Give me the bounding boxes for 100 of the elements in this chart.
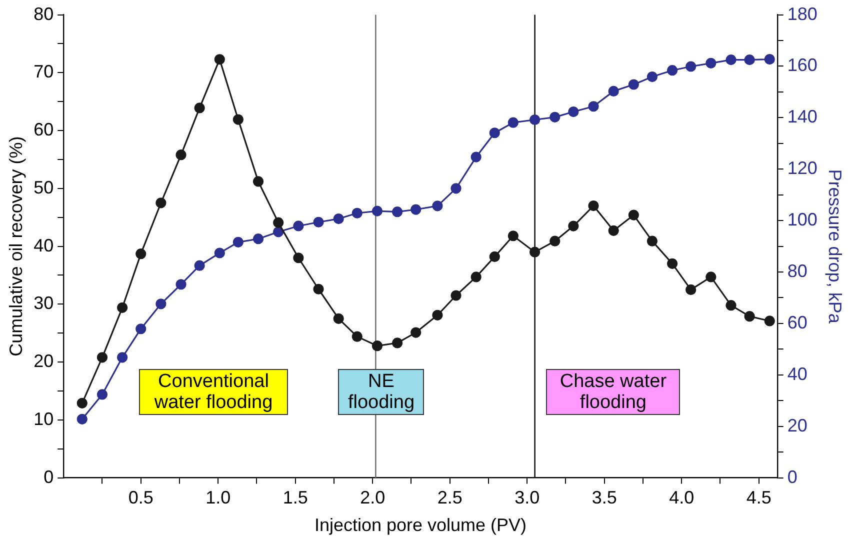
point (96, 389, 108, 400)
point (588, 200, 599, 212)
point (450, 183, 462, 194)
annotation: NE flooding (338, 368, 424, 415)
point (686, 61, 696, 72)
point (764, 54, 775, 65)
point (726, 54, 736, 66)
y2-tick-label: 120 (787, 158, 818, 178)
point (352, 208, 362, 218)
x-tick-label: 1.5 (282, 488, 308, 508)
point (333, 313, 344, 324)
point (252, 234, 264, 244)
point (293, 252, 304, 264)
point (550, 112, 560, 122)
point (76, 398, 88, 408)
y-tick-label: 70 (34, 62, 54, 82)
y-tick-label: 80 (34, 4, 54, 24)
point (293, 220, 304, 232)
x-axis-title: Injection pore volume (PV) (314, 515, 527, 536)
point (646, 71, 658, 82)
x-tick-label: 1.0 (206, 488, 231, 508)
point (646, 236, 658, 246)
y2-tick-label: 80 (787, 260, 808, 281)
point (156, 198, 166, 208)
point (706, 272, 716, 282)
point (450, 290, 462, 301)
y-axis-title: Cumulative oil recovery (%) (6, 136, 26, 356)
point (686, 284, 696, 296)
point (410, 204, 422, 215)
y-tick-label: 40 (34, 235, 54, 256)
annotation: Chase water flooding (546, 368, 680, 415)
point (392, 338, 403, 348)
point (568, 106, 579, 118)
point (313, 284, 324, 294)
point (156, 298, 166, 310)
point (432, 200, 443, 212)
point (96, 352, 108, 363)
point (744, 54, 755, 66)
point (726, 300, 736, 311)
point (550, 236, 560, 246)
point (744, 311, 755, 322)
point (667, 65, 678, 76)
point (313, 216, 324, 228)
y-tick-label: 0 (44, 466, 54, 487)
point (117, 352, 128, 363)
point (530, 114, 540, 126)
y2-tick-label: 140 (787, 106, 818, 127)
y2-tick-label: 60 (787, 312, 808, 332)
point (608, 86, 619, 96)
point (628, 79, 639, 90)
x-tick-label: 4.0 (669, 488, 694, 508)
x-tick-label: 3.0 (514, 488, 540, 508)
point (508, 230, 518, 242)
point (117, 302, 128, 313)
point (232, 114, 244, 125)
y-tick-label: 20 (34, 351, 54, 372)
annotation: Conventional water flooding (139, 368, 288, 415)
point (372, 206, 383, 216)
point (136, 324, 146, 334)
point (628, 210, 639, 220)
x-tick-label: 3.5 (592, 488, 617, 508)
y-tick-label: 50 (34, 177, 54, 198)
point (530, 246, 540, 258)
point (333, 213, 344, 224)
x-tick-label: 2.0 (360, 488, 386, 508)
point (764, 316, 775, 326)
y2-tick-label: 20 (787, 415, 808, 436)
x-tick-label: 0.5 (128, 488, 154, 508)
point (568, 220, 579, 232)
point (194, 102, 205, 114)
y2-tick-label: 180 (787, 4, 818, 24)
point (372, 340, 383, 352)
y-tick-label: 10 (34, 408, 54, 429)
point (470, 272, 482, 282)
point (667, 258, 678, 269)
point (608, 225, 619, 236)
point (588, 101, 599, 112)
point (489, 128, 500, 138)
point (508, 117, 518, 128)
point (252, 176, 264, 187)
point (176, 279, 186, 290)
point (352, 331, 362, 342)
point (214, 54, 225, 65)
y2-tick-label: 100 (787, 210, 818, 230)
y2-axis-title: Pressure drop, kPa (825, 169, 846, 324)
point (194, 260, 205, 271)
point (273, 217, 284, 228)
x-tick-label: 4.5 (746, 488, 772, 508)
x-tick-label: 2.5 (437, 488, 462, 508)
y-tick-label: 30 (34, 293, 54, 314)
point (410, 327, 422, 338)
y2-tick-label: 160 (787, 55, 818, 76)
point (214, 248, 225, 258)
point (176, 150, 186, 160)
point (392, 206, 403, 218)
point (232, 236, 244, 248)
point (489, 251, 500, 262)
y2-tick-label: 40 (787, 364, 808, 384)
y-tick-label: 60 (34, 120, 54, 140)
point (470, 152, 482, 162)
